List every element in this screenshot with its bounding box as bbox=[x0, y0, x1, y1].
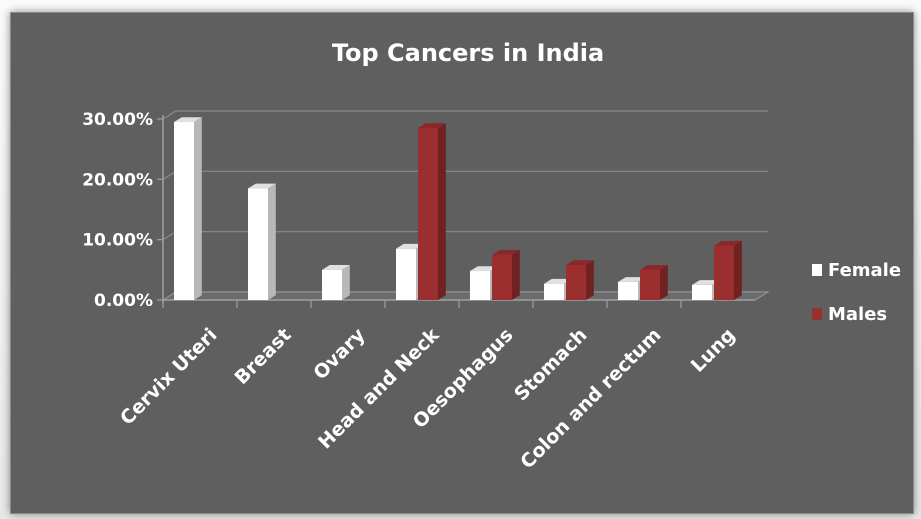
bar-males-5-side bbox=[586, 260, 594, 300]
bar-males-3 bbox=[418, 123, 446, 300]
bar-female-5 bbox=[544, 278, 572, 300]
bar-males-5-front bbox=[566, 265, 586, 300]
bar-female-2-front bbox=[322, 269, 342, 300]
bar-female-4-top bbox=[470, 266, 498, 272]
category-label: Colon and rectum bbox=[516, 324, 665, 473]
bar-female-6-front bbox=[618, 281, 638, 300]
bar-female-1 bbox=[248, 183, 276, 300]
legend-swatch-female bbox=[812, 264, 822, 276]
chart-panel bbox=[10, 12, 914, 514]
bar-males-7-side bbox=[734, 240, 742, 300]
y-tick-label: 0.00% bbox=[94, 291, 153, 311]
bar-female-1-top bbox=[248, 183, 276, 189]
y-tick-label: 30.00% bbox=[82, 110, 153, 130]
y-tick-label: 10.00% bbox=[82, 231, 153, 251]
bar-males-4 bbox=[492, 249, 520, 300]
y-tick-label: 20.00% bbox=[82, 170, 153, 190]
bar-males-4-front bbox=[492, 254, 512, 300]
category-label: Cervix Uteri bbox=[116, 324, 222, 430]
bar-female-5-top bbox=[544, 278, 572, 284]
gridline bbox=[162, 110, 768, 120]
bars bbox=[174, 117, 742, 301]
bar-males-4-top bbox=[492, 249, 520, 255]
bar-males-3-front bbox=[418, 128, 438, 300]
bar-males-6 bbox=[640, 265, 668, 300]
bar-female-2-side bbox=[342, 265, 350, 300]
legend-label-males: Males bbox=[828, 304, 887, 325]
bar-female-3-front bbox=[396, 248, 416, 300]
bar-female-3-top bbox=[396, 243, 424, 249]
bar-males-7-front bbox=[714, 245, 734, 300]
bar-female-4-front bbox=[470, 271, 490, 300]
bar-males-5 bbox=[566, 260, 594, 300]
gridline bbox=[162, 170, 768, 180]
bar-female-0-front bbox=[174, 122, 194, 301]
bar-males-4-side bbox=[512, 249, 520, 300]
chart-title: Top Cancers in India bbox=[332, 39, 604, 67]
bar-female-7-front bbox=[692, 284, 712, 300]
bar-female-1-side bbox=[268, 183, 276, 300]
legend: Female Males bbox=[812, 260, 901, 325]
category-label: Breast bbox=[231, 324, 296, 389]
bar-female-1-front bbox=[248, 188, 268, 300]
category-label: Stomach bbox=[510, 324, 591, 405]
bar-female-0-side bbox=[194, 117, 202, 300]
bar-female-2-top bbox=[322, 265, 350, 270]
bar-female-5-front bbox=[544, 283, 564, 300]
bar-female-0 bbox=[174, 117, 202, 301]
bar-males-6-side bbox=[660, 265, 668, 300]
bar-males-7-top bbox=[714, 240, 742, 246]
bar-female-6-top bbox=[618, 277, 646, 282]
bar-female-0-top bbox=[174, 117, 202, 123]
bar-female-7-top bbox=[692, 280, 720, 285]
bar-female-2 bbox=[322, 265, 350, 300]
bar-males-3-top bbox=[418, 123, 446, 129]
legend-swatch-males bbox=[812, 308, 822, 320]
bar-males-6-top bbox=[640, 265, 668, 270]
bar-males-5-top bbox=[566, 260, 594, 266]
bar-males-3-side bbox=[438, 123, 446, 300]
category-label: Lung bbox=[687, 324, 740, 377]
bar-males-6-front bbox=[640, 269, 660, 300]
legend-label-female: Female bbox=[828, 260, 901, 281]
bar-males-7 bbox=[714, 240, 742, 300]
category-label: Ovary bbox=[309, 324, 370, 385]
